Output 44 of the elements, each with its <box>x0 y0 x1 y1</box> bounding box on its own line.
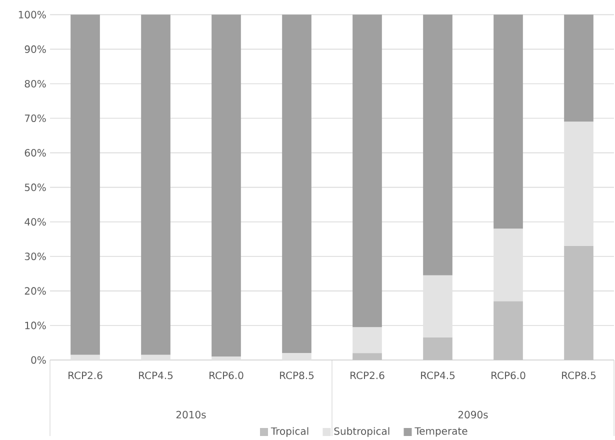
x-tick-label: RCP8.5 <box>280 372 314 380</box>
bar <box>494 301 523 360</box>
bar <box>70 354 100 360</box>
bar <box>494 228 523 302</box>
x-tick-label: RCP4.5 <box>421 372 455 380</box>
bar <box>352 327 382 354</box>
x-tick-label: RCP6.0 <box>492 372 526 380</box>
bar <box>212 356 241 360</box>
bar <box>423 14 452 276</box>
y-tick-label: 30% <box>24 252 46 260</box>
y-tick-label: 40% <box>24 218 46 226</box>
legend-label: Tropical <box>270 427 308 437</box>
legend-label: Subtropical <box>334 427 390 437</box>
text: 2010s <box>176 410 206 418</box>
x-tick-label: RCP2.6 <box>68 372 102 380</box>
y-tick-label: 10% <box>25 322 46 330</box>
y-tick-label: 60% <box>24 149 46 157</box>
x-tick-label: RCP2.6 <box>350 372 384 380</box>
y-tick-label: 90% <box>24 45 46 53</box>
bar <box>423 275 452 338</box>
bar <box>494 14 523 229</box>
y-tick-label: 80% <box>24 80 46 88</box>
x-tick-label: RCP6.0 <box>210 372 244 380</box>
bar <box>564 122 594 246</box>
y-tick-label: 50% <box>24 184 46 192</box>
y-tick-label: 0% <box>31 356 46 364</box>
bar <box>352 353 382 360</box>
bar <box>141 354 170 360</box>
y-tick-label: 100% <box>18 10 46 18</box>
y-tick-label: 20% <box>24 287 46 295</box>
bar <box>352 14 382 328</box>
bar <box>141 14 170 355</box>
bar <box>282 353 312 360</box>
text: 2090s <box>458 410 488 418</box>
bar <box>212 14 241 357</box>
bar <box>564 246 594 360</box>
bar <box>423 338 452 360</box>
y-tick-label: 70% <box>24 114 46 122</box>
x-tick-label: RCP8.5 <box>562 372 596 380</box>
x-tick-label: RCP4.5 <box>139 372 173 380</box>
bar <box>282 14 312 354</box>
bar <box>564 14 594 122</box>
bar <box>70 14 100 355</box>
legend-label: Temperate <box>414 427 468 437</box>
